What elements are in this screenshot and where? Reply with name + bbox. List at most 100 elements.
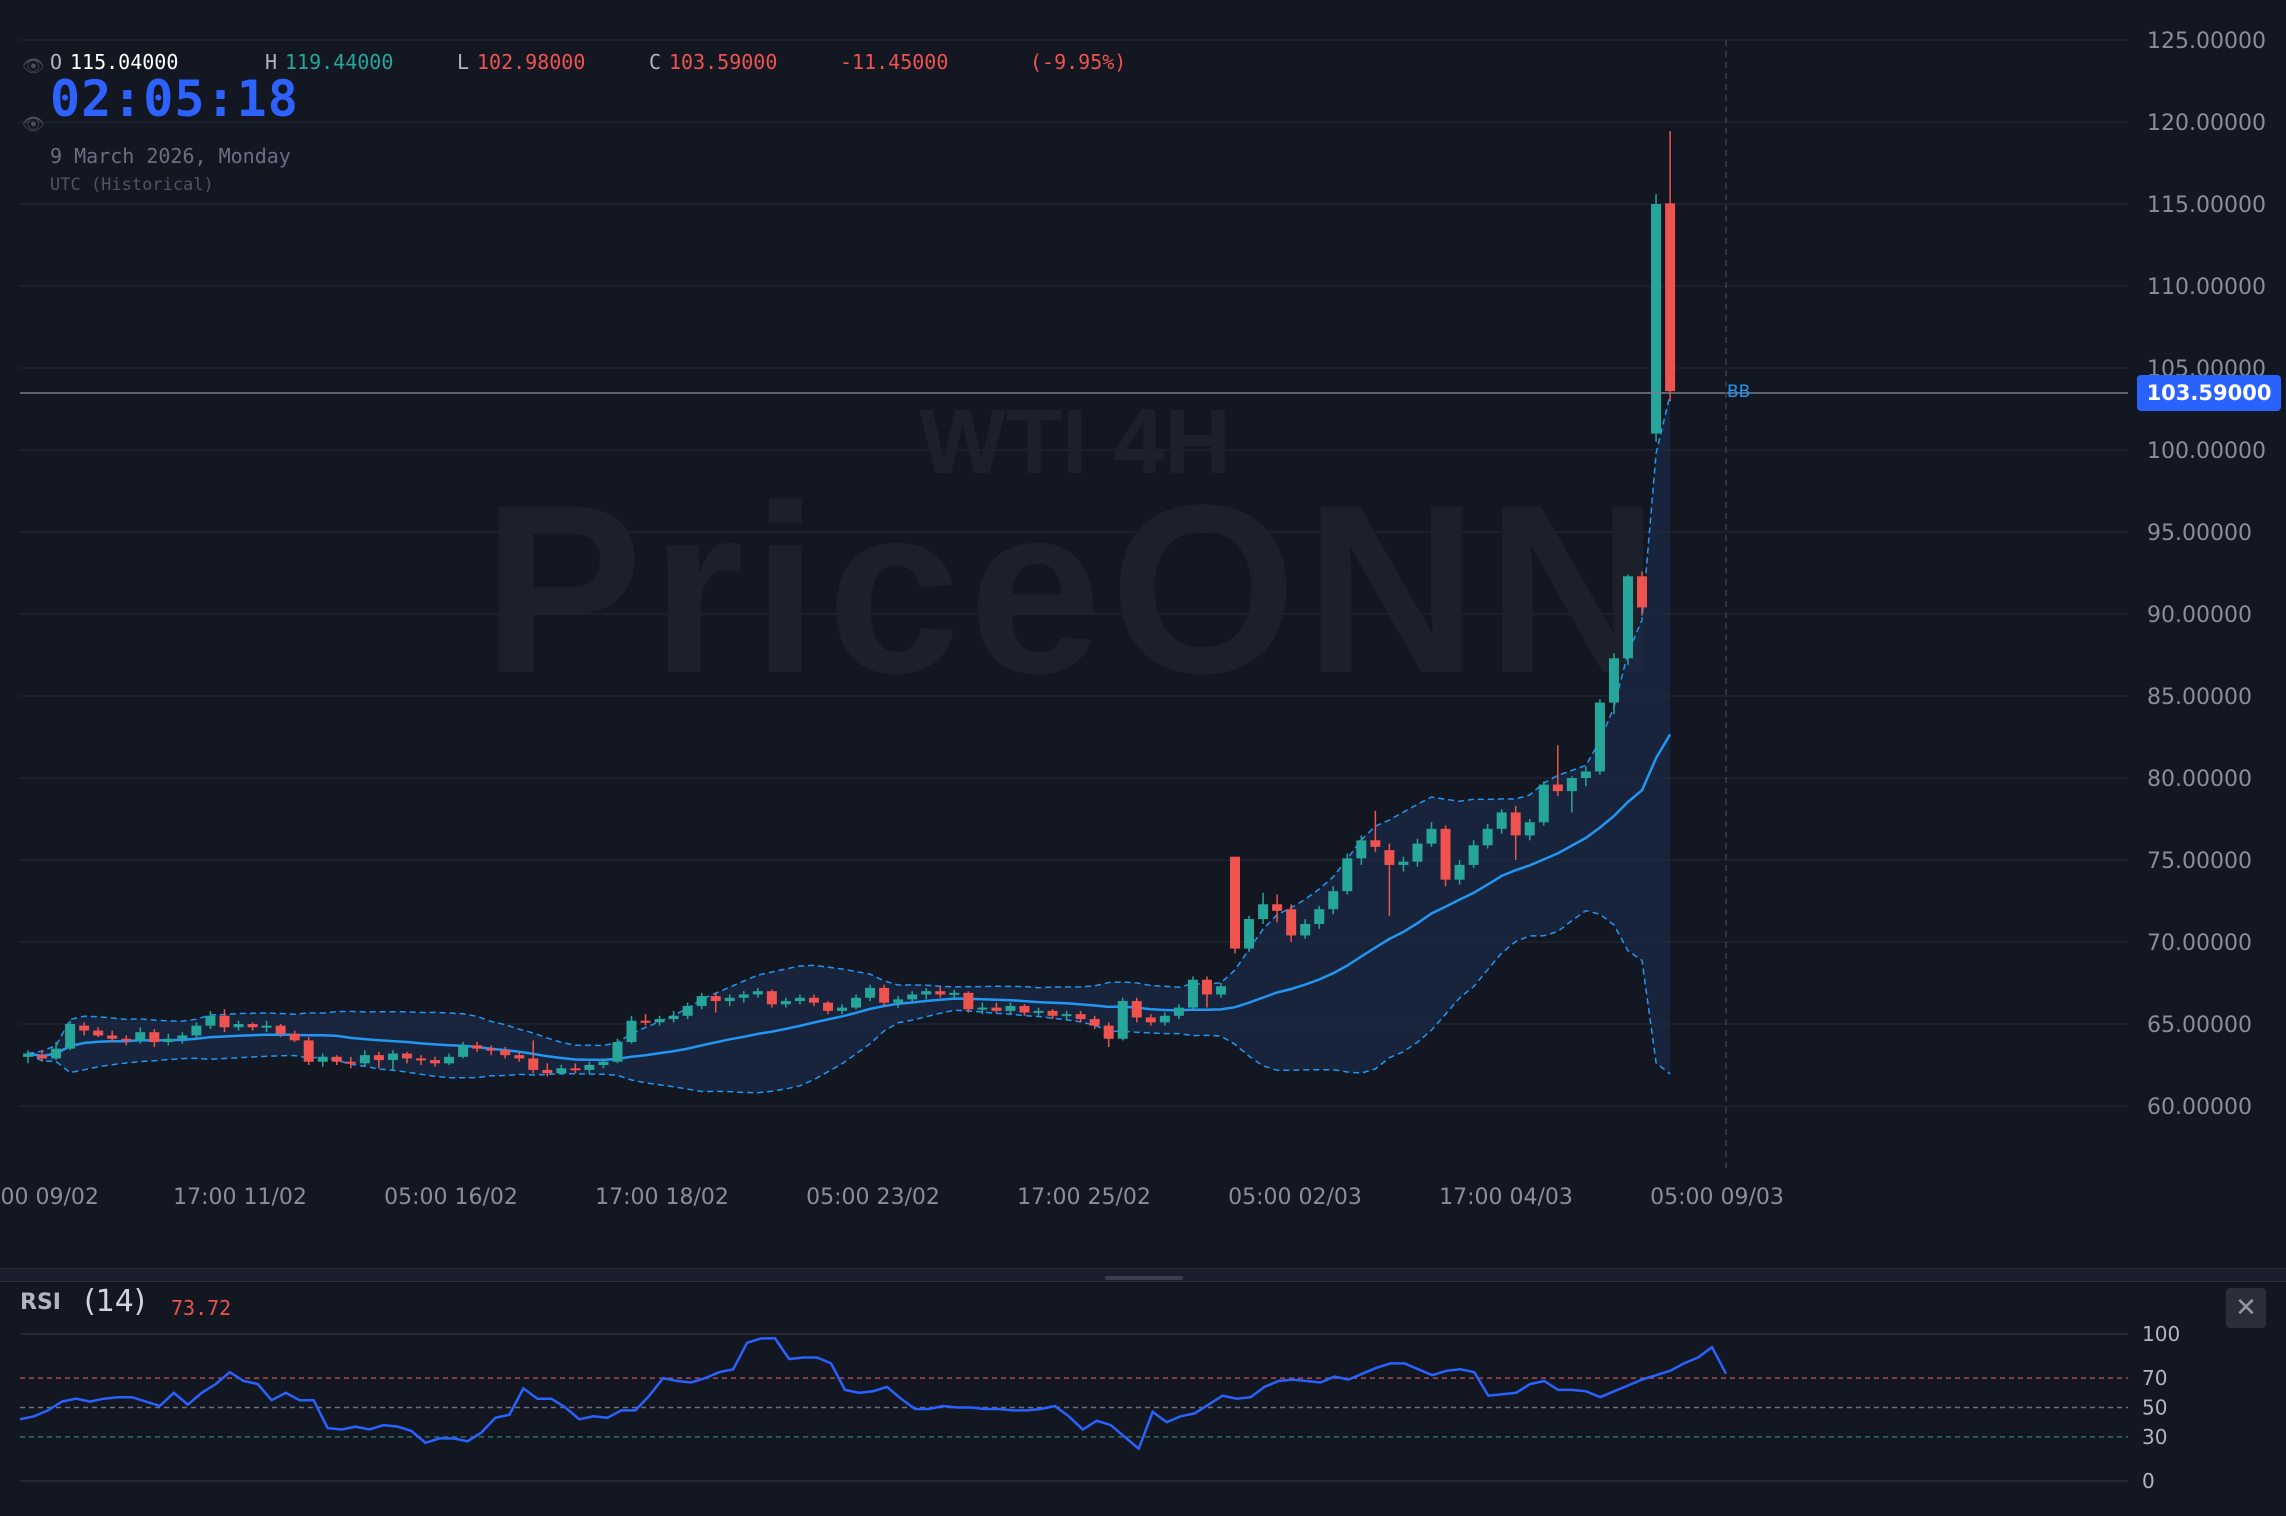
candle	[458, 1042, 469, 1059]
candle	[1384, 843, 1395, 916]
candle-body	[373, 1055, 384, 1061]
candle	[1272, 894, 1283, 923]
candle	[907, 991, 918, 1003]
candle-body	[935, 991, 946, 995]
candle	[780, 997, 791, 1008]
candle	[233, 1020, 244, 1031]
candle	[1005, 1002, 1016, 1015]
candle-body	[837, 1007, 848, 1011]
candle-body	[1426, 828, 1437, 844]
close-rsi-button[interactable]: ✕	[2226, 1288, 2266, 1328]
candle-body	[1103, 1025, 1114, 1039]
candle-body	[738, 994, 749, 998]
candle-body	[430, 1060, 441, 1064]
candle	[1075, 1010, 1086, 1023]
candle-body	[977, 1007, 988, 1010]
candle-body	[121, 1038, 132, 1041]
candle	[570, 1063, 581, 1074]
pane-resize-handle[interactable]	[1105, 1276, 1183, 1280]
candle-body	[1300, 923, 1311, 936]
y-tick-label: 100.00000	[2147, 439, 2266, 464]
candle	[163, 1033, 174, 1046]
candle	[191, 1022, 202, 1039]
candle	[373, 1051, 384, 1069]
y-tick-label: 115.00000	[2147, 193, 2266, 218]
candle-body	[107, 1035, 118, 1039]
candle-body	[65, 1024, 76, 1049]
candle-body	[191, 1025, 202, 1036]
y-tick-label: 125.00000	[2147, 29, 2266, 54]
candle	[430, 1056, 441, 1067]
candle	[1230, 856, 1241, 954]
candle-body	[331, 1056, 342, 1062]
rsi-label: RSI	[20, 1290, 61, 1315]
candle-body	[584, 1065, 595, 1070]
candle-body	[1314, 909, 1325, 924]
candle-body	[1159, 1015, 1170, 1023]
candle	[921, 987, 932, 1000]
candle	[822, 1001, 833, 1015]
price-axis[interactable]: 60.00000 65.00000 70.00000 75.00000 80.00000…	[2147, 29, 2266, 1120]
candle-body	[724, 997, 735, 1002]
candle	[1637, 571, 1648, 616]
candle-body	[135, 1032, 146, 1041]
candle	[1665, 131, 1676, 402]
candle-body	[486, 1048, 497, 1051]
candle	[1412, 838, 1423, 867]
candle	[963, 991, 974, 1013]
candle	[472, 1042, 483, 1052]
candle	[935, 986, 946, 998]
candle-body	[1258, 904, 1269, 920]
candle	[205, 1010, 216, 1029]
y-tick-label: 80.00000	[2147, 767, 2252, 792]
ohlc-legend: O 115.04000 H 119.44000 L 102.98000 C 103.59000…	[50, 50, 1126, 74]
x-tick-label: 17:00 11/02	[173, 1185, 307, 1210]
candle-body	[991, 1007, 1002, 1011]
eye-icon[interactable]: 👁	[22, 56, 45, 77]
candle-body	[1272, 904, 1283, 911]
candle	[528, 1040, 539, 1074]
y-tick-label: 110.00000	[2147, 275, 2266, 300]
candle-body	[1215, 986, 1226, 995]
eye-icon[interactable]: 👁	[22, 114, 45, 135]
y-tick-label: 90.00000	[2147, 603, 2252, 628]
candle	[865, 984, 876, 1002]
open-value: 115.04000	[70, 50, 179, 74]
y-tick-label: 95.00000	[2147, 521, 2252, 546]
candle	[1089, 1015, 1100, 1029]
candle	[1552, 745, 1563, 797]
candle	[696, 992, 707, 1010]
candle	[1594, 699, 1605, 775]
candle-body	[317, 1056, 328, 1062]
high-label: H	[265, 50, 278, 74]
candle	[682, 1002, 693, 1020]
candle-body	[149, 1032, 160, 1043]
candle-body	[1342, 858, 1353, 892]
candle-body	[1201, 979, 1212, 995]
candle-body	[794, 997, 805, 1002]
candle-body	[780, 1001, 791, 1005]
candle-body	[93, 1030, 104, 1036]
candle-body	[1131, 1001, 1142, 1018]
candle-body	[1089, 1019, 1100, 1026]
candle-body	[1665, 203, 1676, 392]
candle-body	[1580, 771, 1591, 778]
candle	[247, 1022, 258, 1031]
pane-divider[interactable]	[0, 1268, 2286, 1282]
time-axis[interactable]: 05:00 09/02 17:00 11/02 05:00 16/02 17:00 1…	[0, 1185, 1784, 1210]
candle	[1468, 840, 1479, 869]
candle	[668, 1010, 679, 1023]
candle-body	[79, 1025, 90, 1031]
candle-body	[415, 1058, 426, 1061]
candle	[331, 1055, 342, 1065]
band-upper	[27, 394, 1671, 1055]
candle	[1258, 892, 1269, 924]
candle	[500, 1046, 511, 1059]
date-text: 9 March 2026, Monday	[50, 144, 291, 168]
watermark-line1: WTI 4H	[919, 391, 1231, 493]
candle-body	[1412, 843, 1423, 862]
candle-body	[444, 1056, 455, 1064]
rsi-pane: 100 70 50 30 0	[19, 1322, 2180, 1493]
